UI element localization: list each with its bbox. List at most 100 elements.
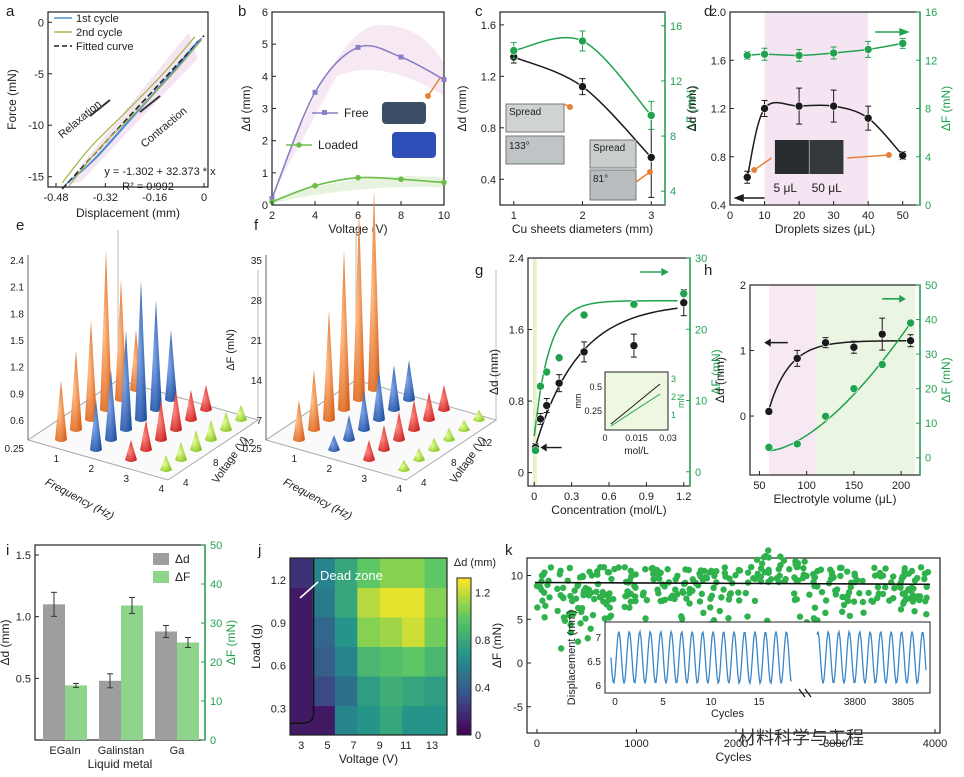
- series-line: [68, 37, 203, 183]
- data-point: [882, 584, 889, 591]
- data-point: [534, 604, 541, 611]
- colorbar-title: Δd (mm): [454, 557, 496, 569]
- data-point: [863, 113, 873, 123]
- y-tick-label: 0.4: [711, 200, 726, 212]
- x-tick-label: 3: [298, 740, 304, 752]
- bar: [43, 604, 65, 740]
- panel-letter: a: [6, 3, 15, 20]
- series-line: [271, 44, 445, 199]
- bar-cone: [70, 350, 82, 432]
- data-point: [839, 608, 846, 615]
- heatmap-cell: [379, 646, 403, 677]
- heatmap-cell: [334, 587, 358, 618]
- y-tick-label: 12: [481, 438, 493, 449]
- y2-axis-title: ΔF (mN): [224, 620, 238, 665]
- bar-cone: [373, 370, 385, 422]
- y-tick-label: -5: [513, 702, 523, 714]
- y-tick-label: 4: [925, 152, 931, 164]
- callout-dot: [751, 167, 758, 173]
- bar-cone: [398, 460, 410, 472]
- data-point: [627, 590, 634, 597]
- heatmap-cell: [357, 676, 381, 706]
- arrow-head: [733, 194, 744, 202]
- data-point: [398, 54, 404, 60]
- data-point: [818, 588, 826, 596]
- data-point: [794, 101, 804, 111]
- data-point: [629, 300, 639, 309]
- bar-cone: [160, 455, 172, 472]
- bar-cone: [90, 400, 102, 452]
- y-axis-title: Δd (mm): [713, 357, 727, 403]
- axis-break: [804, 688, 812, 698]
- annotation: 50 μL: [812, 181, 843, 195]
- z-tick-label: 7: [256, 416, 262, 427]
- arrow-head: [899, 28, 910, 36]
- x-tick-label: 0: [201, 192, 207, 204]
- data-point: [744, 569, 752, 576]
- bar: [121, 605, 143, 740]
- x-tick-label: 4000: [923, 738, 947, 750]
- x-tick-label: 11: [400, 740, 411, 752]
- bar-cone: [438, 385, 450, 412]
- y-tick-label: 40: [925, 315, 937, 327]
- inset-series-line: [610, 629, 927, 686]
- photo-inset: [589, 169, 637, 201]
- series-line: [61, 35, 205, 190]
- data-point: [764, 407, 774, 416]
- data-point: [811, 604, 819, 611]
- heatmap-cell: [402, 676, 426, 706]
- data-point: [576, 574, 584, 581]
- data-point: [761, 569, 769, 576]
- x-tick-label: 0: [727, 210, 733, 222]
- x-tick-label: 4: [312, 210, 318, 222]
- x-tick-label: 40: [862, 210, 874, 222]
- data-point: [877, 360, 887, 369]
- data-point: [707, 604, 714, 611]
- data-point: [832, 591, 840, 598]
- panel-letter: d: [704, 3, 712, 20]
- callout-dot: [567, 104, 573, 110]
- x-tick-label: 0: [531, 491, 537, 503]
- bar: [177, 642, 199, 740]
- y-tick-label: 0: [740, 411, 746, 423]
- bar-cone: [205, 420, 217, 442]
- data-point: [806, 591, 813, 598]
- y-tick-label: 10: [925, 418, 937, 430]
- y-tick-label: 4: [183, 478, 189, 489]
- x-tick-label: 10: [758, 210, 770, 222]
- x-tick-label: 1000: [624, 738, 648, 750]
- y-tick-label: 0.4: [481, 174, 496, 186]
- data-point: [890, 594, 897, 602]
- data-point: [608, 575, 615, 583]
- y-tick-label: 12: [670, 76, 682, 88]
- y-tick-label: 2: [740, 280, 746, 292]
- x-axis-title: Concentration (mol/L): [551, 503, 666, 517]
- shaded-band: [764, 12, 869, 205]
- heatmap-cell: [334, 646, 358, 677]
- data-point: [911, 608, 918, 615]
- x-axis-title: Cycles: [715, 750, 751, 764]
- heatmap-cell: [290, 617, 313, 647]
- inset-x-title: mol/L: [624, 446, 649, 457]
- x-axis-title: Liquid metal: [88, 757, 153, 771]
- data-point: [837, 572, 844, 580]
- data-point: [539, 597, 546, 604]
- data-point: [622, 578, 630, 586]
- photo-inset: [589, 139, 637, 169]
- heatmap-cell: [290, 705, 313, 736]
- heatmap-cell: [312, 558, 336, 588]
- data-point: [621, 564, 628, 571]
- legend-label: Free: [344, 106, 369, 120]
- z-tick-label: 14: [251, 376, 263, 387]
- data-point: [822, 597, 830, 604]
- data-point: [509, 46, 519, 55]
- x-tick-label: 30: [828, 210, 840, 222]
- data-point: [865, 589, 872, 597]
- data-point: [700, 609, 707, 617]
- data-point: [542, 401, 551, 410]
- legend-label: ΔF: [175, 570, 190, 584]
- data-point: [859, 577, 866, 585]
- data-point: [735, 597, 743, 604]
- bar: [99, 680, 121, 740]
